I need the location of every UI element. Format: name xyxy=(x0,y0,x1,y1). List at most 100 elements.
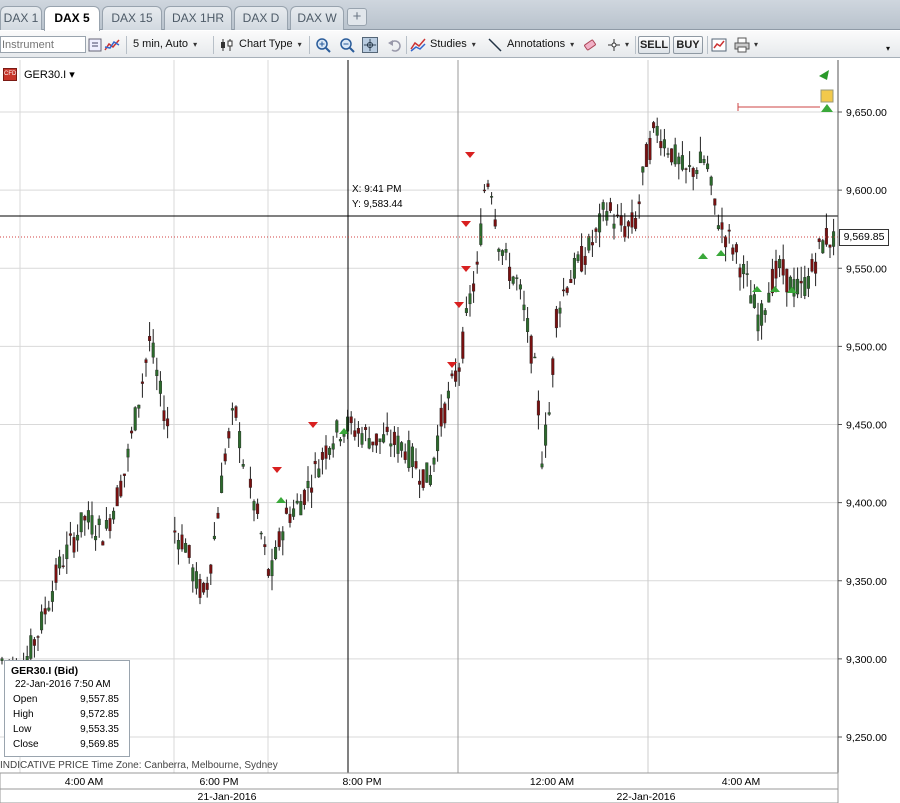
candle xyxy=(432,456,436,472)
candle xyxy=(158,371,162,407)
tab-dax-1hr[interactable]: DAX 1HR xyxy=(164,6,232,30)
candle-body-down xyxy=(493,219,497,227)
tab-dax-1[interactable]: DAX 1 xyxy=(0,6,42,30)
candle-body-down xyxy=(684,168,688,170)
annotation-line-icon[interactable] xyxy=(487,37,503,53)
candle-body-down xyxy=(623,226,627,238)
annotations-label: Annotations xyxy=(507,38,566,50)
candle xyxy=(734,242,738,264)
candle-body-down xyxy=(630,212,634,228)
tab-bar: DAX 1 DAX 5 DAX 15 DAX 1HR DAX D DAX W + xyxy=(0,0,900,31)
add-tab-button[interactable]: + xyxy=(347,8,367,26)
eraser-icon[interactable] xyxy=(582,37,598,53)
candle-body-up xyxy=(515,277,519,279)
annotations-menu[interactable]: Annotations ▾ xyxy=(507,35,574,54)
zoom-in-icon[interactable] xyxy=(315,37,331,53)
candle xyxy=(673,137,677,167)
cfd-icon: CFD xyxy=(3,68,17,81)
candle-body-up xyxy=(65,544,69,560)
chart-type-menu[interactable]: Chart Type ▾ xyxy=(239,35,302,54)
cursor-options-icon[interactable] xyxy=(606,37,622,53)
candle-body-up xyxy=(587,236,591,251)
y-tick-label: 9,550.00 xyxy=(846,263,887,275)
candle xyxy=(328,446,332,460)
candle-body-down xyxy=(187,544,191,558)
candle xyxy=(659,129,663,156)
compare-chart-icon[interactable] xyxy=(104,37,120,53)
candle xyxy=(436,424,440,462)
candle xyxy=(151,329,155,364)
x-tick-label: 12:00 AM xyxy=(530,776,574,788)
undo-icon[interactable] xyxy=(387,37,403,53)
candle xyxy=(781,244,785,285)
candle xyxy=(522,290,526,322)
candle-body-up xyxy=(137,404,141,409)
candle-body-down xyxy=(457,367,461,372)
print-icon[interactable] xyxy=(734,37,750,53)
candle xyxy=(767,282,771,303)
candle xyxy=(313,452,317,479)
candle-body-up xyxy=(432,457,436,465)
x-axis-band xyxy=(0,772,839,790)
tab-dax-15[interactable]: DAX 15 xyxy=(102,6,162,30)
candle xyxy=(40,604,44,634)
candle-body-down xyxy=(101,541,105,546)
zoom-out-icon[interactable] xyxy=(339,37,355,53)
candle-body-down xyxy=(810,259,814,272)
candle-body-down xyxy=(115,487,119,507)
buy-button[interactable]: BUY xyxy=(673,36,703,54)
candle xyxy=(799,266,803,299)
tab-dax-w[interactable]: DAX W xyxy=(290,6,344,30)
print-caret-icon[interactable]: ▾ xyxy=(754,40,759,49)
candle-body-down xyxy=(130,430,134,434)
candle-body-down xyxy=(817,238,821,243)
cursor-options-caret-icon[interactable]: ▾ xyxy=(625,40,630,49)
candle-body-up xyxy=(382,434,386,443)
chart-type-caret-icon: ▾ xyxy=(297,40,302,49)
candle-body-down xyxy=(590,242,594,246)
candle xyxy=(360,426,364,448)
candle-body-up xyxy=(259,532,263,535)
sell-button[interactable]: SELL xyxy=(638,36,670,54)
candle xyxy=(738,263,742,291)
candle-body-down xyxy=(770,269,774,294)
candle-body-down xyxy=(727,229,731,232)
candle xyxy=(583,247,587,275)
studies-menu[interactable]: Studies ▾ xyxy=(430,35,476,54)
crosshair-icon[interactable] xyxy=(362,37,378,53)
instrument-selector[interactable]: GER30.I ▾ xyxy=(24,69,75,81)
candle-body-down xyxy=(472,283,476,292)
studies-icon[interactable] xyxy=(410,37,426,53)
candle-body-up xyxy=(328,447,332,455)
candle xyxy=(691,166,695,191)
new-chart-icon[interactable] xyxy=(711,37,727,53)
ohlc-title: GER30.I (Bid) xyxy=(11,665,79,677)
candle xyxy=(497,247,501,261)
instrument-list-icon[interactable] xyxy=(87,37,103,53)
candle xyxy=(104,507,108,531)
candle-body-up xyxy=(526,318,530,332)
candle-body-down xyxy=(310,487,314,493)
x-tick-label: 4:00 AM xyxy=(722,776,761,788)
candle-body-down xyxy=(148,335,152,341)
candle-body-down xyxy=(324,445,328,459)
candle xyxy=(108,514,112,539)
candle-body-down xyxy=(302,489,306,505)
candle xyxy=(256,498,260,519)
candle xyxy=(198,573,202,605)
toolbar-scroll-caret-icon[interactable]: ▾ xyxy=(886,44,891,53)
tab-dax-5[interactable]: DAX 5 xyxy=(44,6,100,31)
interval-select[interactable]: 5 min, Auto ▾ xyxy=(133,35,197,54)
instrument-input[interactable] xyxy=(0,36,86,53)
candle xyxy=(320,447,324,475)
tab-dax-d[interactable]: DAX D xyxy=(234,6,288,30)
candle-body-down xyxy=(414,461,418,469)
crosshair-y-label: Y: 9,583.44 xyxy=(352,199,403,210)
candle-body-up xyxy=(407,440,411,469)
candle-body-up xyxy=(133,407,137,431)
chart-type-icon[interactable] xyxy=(219,37,235,53)
candle xyxy=(634,211,638,232)
candle-body-up xyxy=(86,510,90,523)
candle-body-down xyxy=(43,608,47,615)
